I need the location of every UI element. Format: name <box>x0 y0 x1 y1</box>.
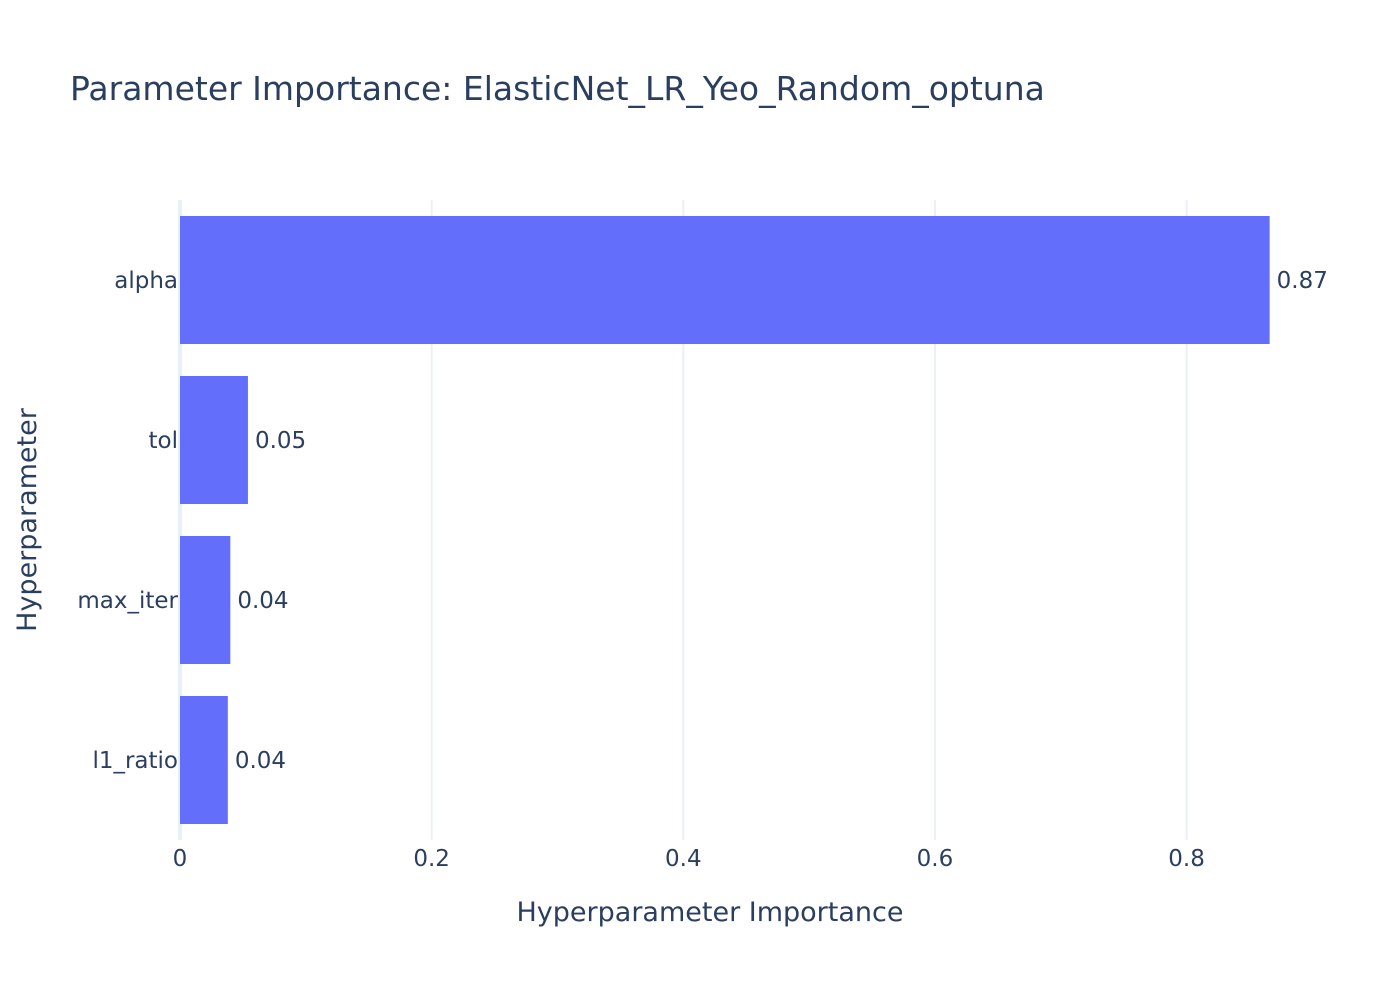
x-axis-title: Hyperparameter Importance <box>517 897 904 928</box>
bar-l1_ratio <box>180 696 228 824</box>
x-tick-label: 0.4 <box>665 846 702 872</box>
data-label-alpha: 0.87 <box>1277 268 1328 294</box>
data-label-max_iter: 0.04 <box>237 588 288 614</box>
x-tick-label: 0 <box>173 846 188 872</box>
chart-title: Parameter Importance: ElasticNet_LR_Yeo_… <box>70 69 1045 108</box>
x-tick-label: 0.6 <box>917 846 954 872</box>
bar-max_iter <box>180 536 231 664</box>
x-axis-ticks: 0 0.2 0.4 0.6 0.8 <box>173 846 1205 872</box>
x-tick-label: 0.8 <box>1168 846 1205 872</box>
y-axis-title: Hyperparameter <box>12 407 43 632</box>
y-tick-alpha: alpha <box>114 268 178 294</box>
data-label-tol: 0.05 <box>255 428 306 454</box>
bar-alpha <box>180 216 1270 344</box>
y-tick-l1_ratio: l1_ratio <box>92 748 178 774</box>
x-tick-label: 0.2 <box>413 846 450 872</box>
data-labels: 0.87 0.05 0.04 0.04 <box>235 268 1328 774</box>
data-label-l1_ratio: 0.04 <box>235 748 286 774</box>
y-tick-max_iter: max_iter <box>77 588 178 614</box>
bars <box>180 216 1270 824</box>
y-tick-tol: tol <box>149 428 178 454</box>
bar-tol <box>180 376 248 504</box>
y-axis-ticks: alpha tol max_iter l1_ratio <box>77 268 178 774</box>
